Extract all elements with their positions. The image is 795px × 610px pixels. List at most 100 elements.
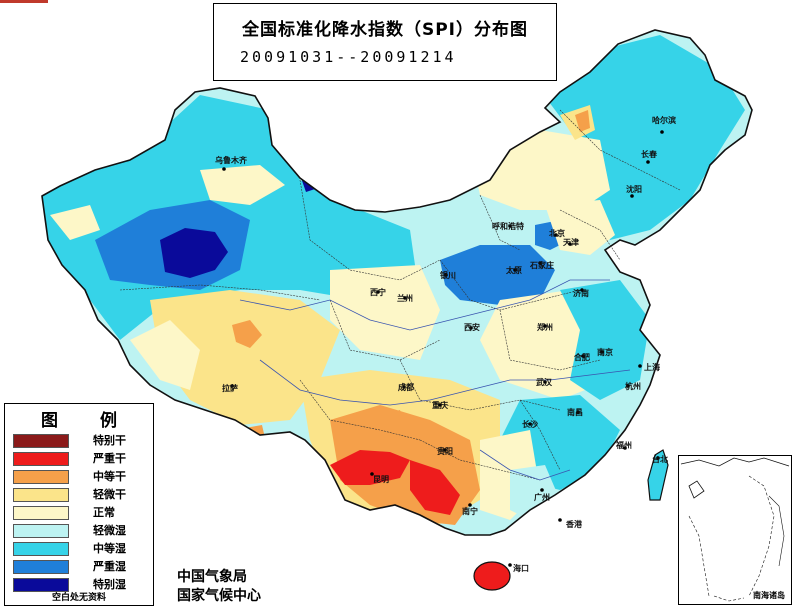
legend-item-moderate-dry: 中等干	[13, 470, 151, 486]
city-guangzhou: 广州	[534, 488, 550, 502]
city-label-changchun: 长春	[641, 149, 657, 159]
city-xian: 西安	[464, 322, 480, 332]
city-label-shanghai: 上海	[644, 362, 660, 372]
city-label-chengdu: 成都	[398, 382, 414, 392]
city-xining: 西宁	[370, 287, 386, 297]
city-label-hefei: 合肥	[573, 352, 590, 362]
corner-mark	[0, 0, 48, 3]
city-harbin: 哈尔滨	[652, 115, 676, 134]
inset-map	[680, 457, 790, 602]
city-label-hohhot: 呼和浩特	[492, 221, 524, 231]
legend-label: 轻微干	[93, 488, 126, 501]
city-label-jinan: 济南	[573, 288, 589, 298]
legend-swatch	[13, 452, 69, 466]
city-label-haikou: 海口	[513, 563, 529, 573]
city-hefei: 合肥	[573, 352, 590, 362]
city-label-nanchang: 南昌	[567, 407, 583, 417]
city-urumqi: 乌鲁木齐	[215, 155, 248, 171]
legend-item-special-wet: 特别湿	[13, 578, 151, 594]
region-normal-ne	[470, 130, 610, 210]
city-label-xining: 西宁	[370, 287, 386, 297]
legend-swatch	[13, 470, 69, 484]
legend-label: 严重干	[93, 452, 126, 465]
hainan-inner	[483, 570, 501, 582]
city-changsha: 长沙	[522, 419, 538, 429]
city-label-taiyuan: 太原	[505, 265, 522, 275]
legend: 图 例 特别干 严重干 中等干 轻微干 正常 轻微湿 中等湿 严重湿 特别湿 空…	[4, 403, 154, 606]
legend-label: 中等湿	[93, 542, 126, 555]
city-label-shenyang: 沈阳	[626, 184, 642, 194]
region-slight-dry-tibet	[150, 290, 340, 425]
city-label-taibei: 台北	[652, 454, 668, 464]
legend-swatch	[13, 560, 69, 574]
city-chongqing: 重庆	[432, 400, 448, 410]
city-lhasa: 拉萨	[222, 383, 238, 393]
legend-title: 图 例	[41, 411, 135, 431]
taiwan-island	[647, 449, 669, 501]
city-label-lhasa: 拉萨	[222, 383, 238, 393]
region-normal-nw	[50, 205, 100, 240]
city-shijiazhuang: 石家庄	[529, 260, 554, 270]
title-box: 全国标准化降水指数（SPI）分布图 20091031--20091214	[213, 3, 557, 81]
legend-label: 特别湿	[93, 578, 126, 591]
city-label-tianjin: 天津	[563, 237, 579, 247]
city-fuzhou: 福州	[615, 440, 632, 450]
region-normal-central	[330, 265, 440, 360]
city-label-kunming: 昆明	[373, 474, 389, 484]
south-china-sea-inset: 南海诸岛	[678, 455, 792, 605]
city-label-harbin: 哈尔滨	[652, 115, 676, 125]
city-label-hangzhou: 杭州	[625, 381, 641, 391]
inset-label: 南海诸岛	[753, 591, 785, 600]
city-shanghai: 上海	[638, 362, 660, 372]
region-severe-dry-yunnan	[330, 450, 410, 485]
city-label-changsha: 长沙	[522, 419, 538, 429]
city-hangzhou: 杭州	[625, 381, 641, 391]
city-label-guangzhou: 广州	[534, 492, 550, 502]
legend-swatch	[13, 488, 69, 502]
legend-swatch	[13, 434, 69, 448]
city-label-urumqi: 乌鲁木齐	[215, 155, 248, 165]
city-label-guiyang: 贵阳	[437, 446, 453, 456]
city-tianjin: 天津	[563, 237, 579, 247]
region-moderate-dry-sw-upper	[360, 410, 410, 445]
legend-item-moderate-wet: 中等湿	[13, 542, 151, 558]
city-label-zhengzhou: 郑州	[537, 322, 553, 332]
city-beijing: 北京	[549, 228, 565, 238]
legend-item-special-dry: 特别干	[13, 434, 151, 450]
legend-label: 轻微湿	[93, 524, 126, 537]
legend-item-slight-wet: 轻微湿	[13, 524, 151, 540]
legend-label: 特别干	[93, 434, 126, 447]
city-nanjing: 南京	[597, 347, 613, 357]
china-outline	[41, 29, 753, 536]
city-jinan: 济南	[573, 288, 589, 298]
city-label-wuhan: 武汉	[536, 377, 553, 387]
legend-swatch	[13, 542, 69, 556]
legend-item-severe-dry: 严重干	[13, 452, 151, 468]
city-label-chongqing: 重庆	[432, 400, 448, 410]
legend-item-severe-wet: 严重湿	[13, 560, 151, 576]
region-moderate-dry-ne	[575, 110, 590, 132]
city-lanzhou: 兰州	[397, 293, 413, 303]
legend-label: 严重湿	[93, 560, 126, 573]
city-hongkong: 香港	[558, 518, 583, 529]
city-taibei: 台北	[652, 454, 668, 464]
city-hohhot: 呼和浩特	[492, 221, 524, 231]
city-nanning: 南宁	[462, 503, 478, 516]
region-normal-beijing	[545, 200, 615, 255]
agency-line1: 中国气象局	[177, 569, 247, 585]
city-wuhan: 武汉	[536, 377, 553, 387]
legend-item-slight-dry: 轻微干	[13, 488, 151, 504]
legend-swatch	[13, 524, 69, 538]
province-boundaries	[119, 109, 681, 481]
legend-swatch	[13, 506, 69, 520]
city-label-nanning: 南宁	[462, 506, 478, 516]
city-label-hongkong: 香港	[565, 519, 583, 529]
city-yinchuan: 银川	[439, 270, 456, 280]
city-taiyuan: 太原	[505, 265, 522, 275]
city-chengdu: 成都	[398, 382, 414, 392]
city-guiyang: 贵阳	[437, 446, 453, 456]
region-severe-wet-north-china	[440, 245, 555, 305]
region-special-wet-nw	[160, 228, 228, 278]
legend-swatch	[13, 578, 69, 592]
legend-item-normal: 正常	[13, 506, 151, 522]
